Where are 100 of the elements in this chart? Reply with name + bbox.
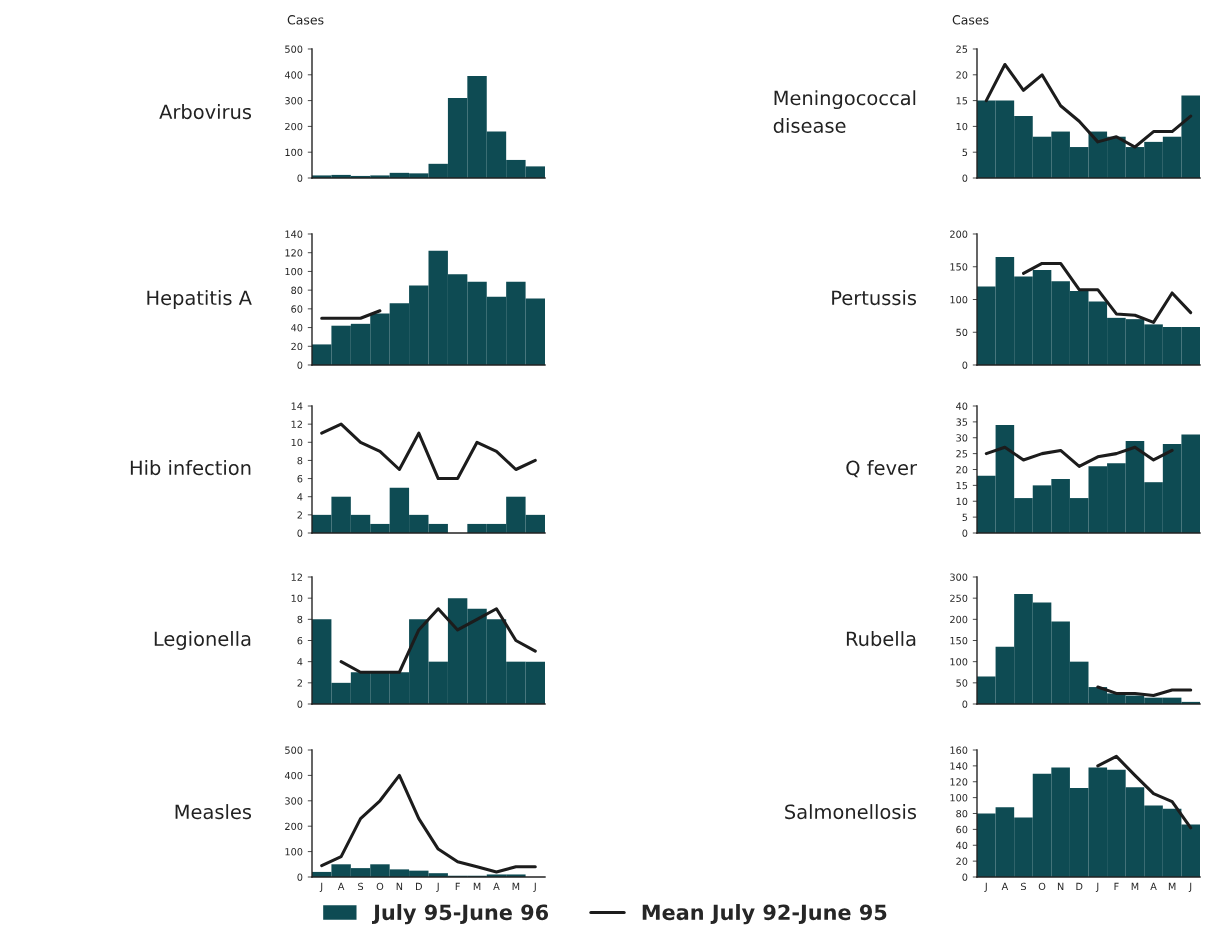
- y-tick-label: 20: [956, 71, 968, 79]
- text: Pertussis: [832, 290, 917, 306]
- text: Meningococcal disease: [773, 90, 916, 133]
- x-tick-label: A: [337, 882, 345, 890]
- y-tick-label: 60: [956, 825, 968, 834]
- y-tick-label: 140: [285, 230, 303, 238]
- y-tick-label: 0: [962, 529, 968, 537]
- y-tick-label: 300: [285, 797, 303, 805]
- y-tick-label: 140: [950, 762, 968, 770]
- x-tick-label: F: [455, 882, 460, 890]
- y-tick-label: 8: [297, 615, 303, 624]
- text: Hib infection: [130, 460, 251, 476]
- y-tick-label: 2: [297, 679, 302, 687]
- y-tick-label: 120: [285, 249, 303, 257]
- y-tick-label: 6: [297, 636, 303, 645]
- y-tick-label: 100: [285, 267, 303, 276]
- x-tick-label: J: [984, 882, 987, 892]
- y-tick-label: 6: [297, 475, 303, 483]
- y-tick-label: 40: [956, 402, 968, 410]
- y-tick-label: 400: [284, 71, 303, 79]
- text: Rubella: [846, 631, 916, 647]
- y-tick-label: 120: [950, 778, 968, 786]
- y-tick-label: 100: [285, 848, 303, 856]
- y-tick-label: 50: [956, 328, 968, 337]
- y-tick-label: 100: [285, 148, 303, 157]
- y-tick-label: 200: [285, 122, 303, 131]
- y-tick-label: 0: [962, 174, 968, 182]
- y-tick-label: 0: [297, 361, 303, 369]
- x-tick-label: M: [473, 882, 481, 890]
- y-tick-label: 400: [284, 771, 303, 780]
- y-tick-label: 0: [297, 529, 303, 537]
- y-tick-label: 20: [956, 857, 968, 865]
- y-tick-label: 100: [950, 295, 968, 304]
- y-tick-label: 0: [962, 361, 968, 369]
- y-tick-label: 500: [285, 45, 303, 53]
- y-tick-label: 160: [950, 746, 968, 754]
- y-tick-label: 8: [297, 456, 303, 465]
- y-tick-label: 200: [285, 822, 303, 831]
- y-tick-label: 80: [291, 286, 303, 294]
- text: Arbovirus: [159, 104, 252, 120]
- y-tick-label: 300: [950, 573, 968, 581]
- y-tick-label: 100: [950, 658, 968, 666]
- y-tick-label: 0: [962, 700, 968, 708]
- y-tick-label: 40: [291, 324, 303, 332]
- y-axis-title: Cases: [287, 15, 324, 25]
- y-tick-label: 10: [291, 594, 303, 602]
- y-tick-label: 150: [950, 636, 968, 645]
- y-tick-label: 0: [297, 873, 303, 881]
- x-tick-label: M: [1131, 882, 1139, 890]
- y-tick-label: 0: [962, 873, 968, 881]
- y-tick-label: 15: [956, 97, 968, 105]
- x-tick-label: M: [1168, 882, 1176, 890]
- y-tick-label: 5: [962, 513, 968, 521]
- y-tick-label: 25: [956, 45, 968, 53]
- x-tick-label: M: [512, 882, 520, 890]
- x-tick-label: A: [493, 882, 500, 890]
- y-tick-label: 4: [297, 658, 303, 666]
- x-tick-label: O: [376, 882, 384, 891]
- y-tick-label: 5: [962, 148, 968, 157]
- x-tick-label: N: [396, 882, 403, 890]
- y-tick-label: 200: [950, 230, 968, 238]
- x-tick-label: S: [1021, 882, 1026, 891]
- y-tick-label: 250: [950, 594, 968, 602]
- x-tick-label: J: [1095, 882, 1099, 892]
- y-tick-label: 14: [291, 402, 303, 410]
- y-tick-label: 300: [285, 97, 303, 105]
- x-tick-label: A: [1150, 882, 1157, 890]
- y-tick-label: 80: [956, 809, 968, 818]
- y-tick-label: 30: [956, 434, 968, 442]
- y-tick-label: 10: [956, 497, 968, 506]
- legend-label: Mean July 92-June 95: [642, 904, 887, 925]
- y-axis-title: Cases: [952, 15, 989, 25]
- y-tick-label: 200: [950, 615, 968, 624]
- y-tick-label: 0: [297, 174, 303, 182]
- x-tick-label: O: [1038, 882, 1046, 891]
- x-tick-label: A: [1001, 882, 1009, 890]
- text: Q fever: [846, 460, 917, 478]
- x-tick-label: J: [1188, 882, 1192, 892]
- y-tick-label: 4: [297, 493, 303, 501]
- y-tick-label: 10: [291, 438, 303, 447]
- y-tick-label: 100: [950, 794, 968, 802]
- y-tick-label: 40: [956, 841, 968, 850]
- text: Legionella: [154, 631, 251, 650]
- y-tick-label: 60: [291, 305, 303, 313]
- y-tick-label: 0: [297, 700, 303, 708]
- y-tick-label: 15: [956, 481, 968, 490]
- text: Measles: [175, 804, 252, 820]
- y-tick-label: 500: [285, 746, 303, 754]
- x-tick-label: J: [436, 882, 439, 892]
- x-tick-label: D: [1076, 882, 1083, 890]
- y-tick-label: 50: [956, 679, 968, 687]
- y-tick-label: 12: [291, 573, 302, 581]
- x-tick-label: J: [319, 882, 323, 892]
- y-tick-label: 20: [291, 342, 303, 351]
- x-tick-label: F: [1114, 882, 1119, 890]
- y-tick-label: 150: [950, 263, 968, 271]
- text: Hepatitis A: [147, 290, 252, 309]
- y-tick-label: 20: [956, 465, 968, 474]
- x-tick-label: S: [358, 882, 364, 891]
- legend-label: July 95-June 96: [372, 904, 549, 925]
